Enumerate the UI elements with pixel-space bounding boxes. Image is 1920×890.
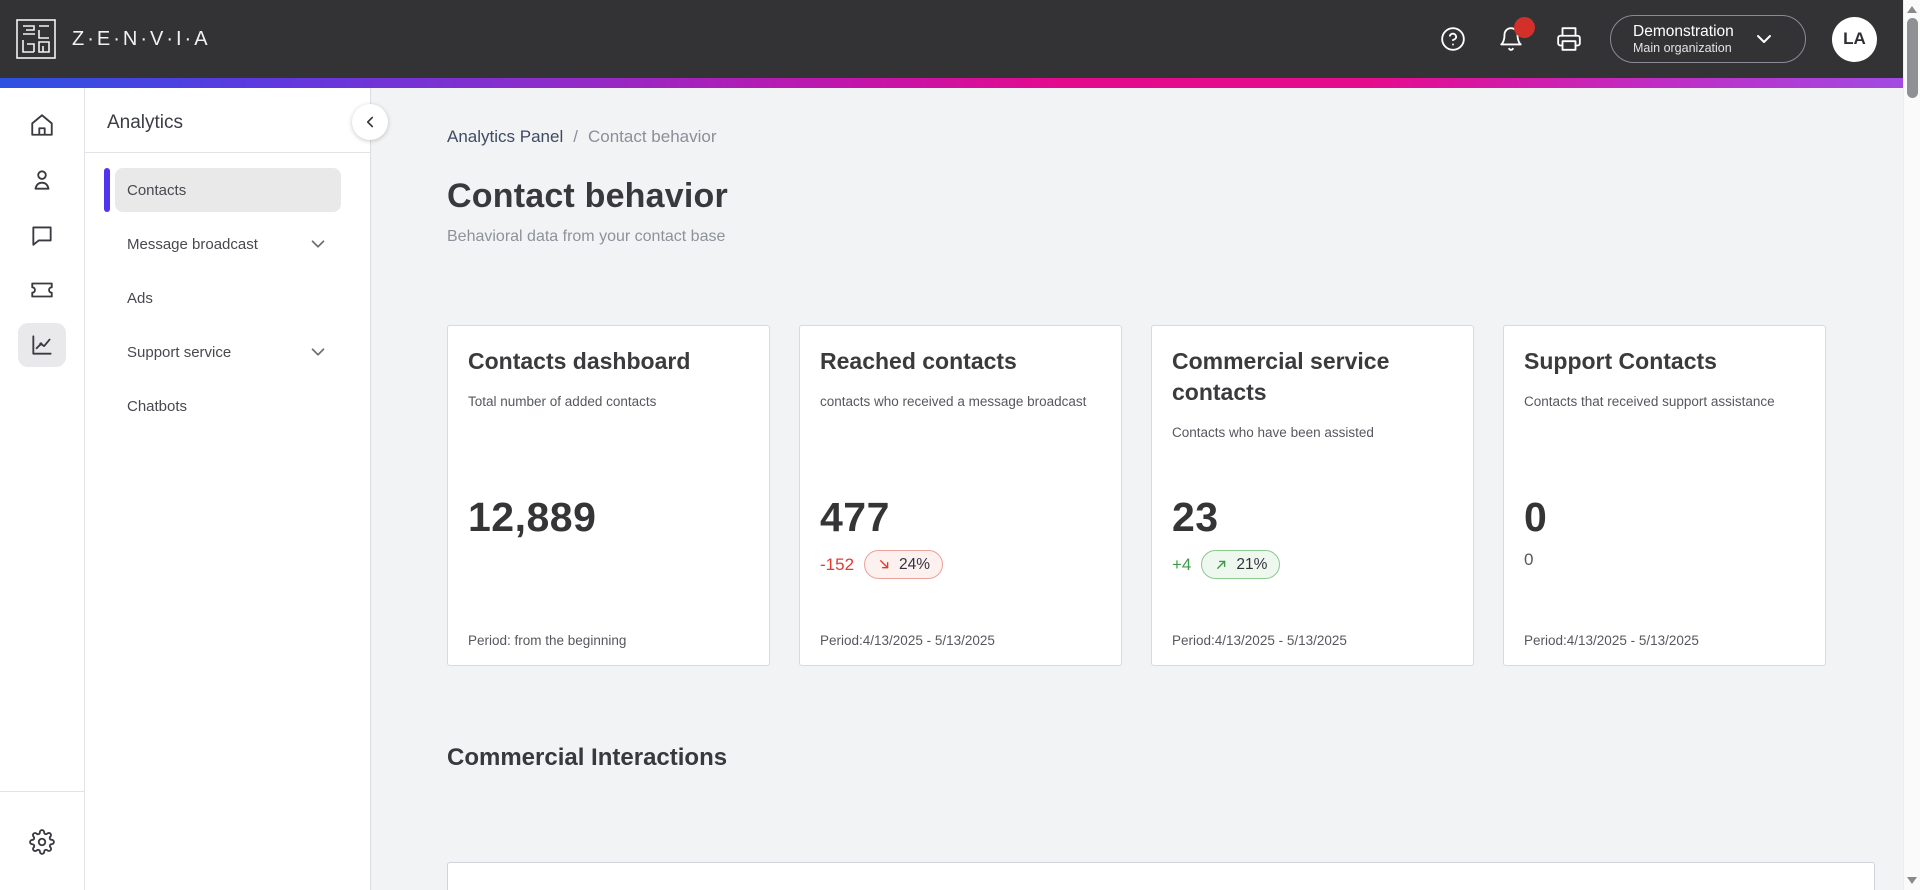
trend-up-icon	[1217, 560, 1226, 569]
card-value: 23	[1172, 494, 1219, 540]
print-button[interactable]	[1554, 24, 1584, 54]
menu-item-contacts[interactable]: Contacts	[104, 168, 341, 212]
card-period: Period:4/13/2025 - 5/13/2025	[1172, 633, 1347, 648]
menu-item-message-broadcast[interactable]: Message broadcast	[115, 222, 341, 266]
chevron-down-icon	[311, 348, 325, 356]
scrollbar-thumb[interactable]	[1907, 18, 1918, 98]
badge-percent: 21%	[1236, 555, 1268, 573]
breadcrumb: Analytics Panel / Contact behavior	[447, 127, 1903, 147]
bell-icon	[1500, 27, 1522, 51]
breadcrumb-analytics-panel[interactable]: Analytics Panel	[447, 127, 564, 146]
person-icon	[34, 170, 50, 190]
home-icon	[31, 114, 53, 136]
sidebar-item-home[interactable]	[18, 103, 66, 147]
breadcrumb-separator: /	[573, 127, 578, 146]
brand-name: Z·E·N·V·I·A	[72, 27, 211, 50]
top-bar: Z·E·N·V·I·A	[0, 0, 1903, 78]
chevron-down-icon	[1756, 35, 1771, 43]
card-reached-contacts: Reached contacts contacts who received a…	[799, 325, 1122, 666]
card-period: Period:4/13/2025 - 5/13/2025	[820, 633, 995, 648]
card-delta-row: 0	[1524, 550, 1533, 570]
vertical-scrollbar	[1903, 0, 1920, 890]
zenvia-logo-icon	[14, 17, 58, 61]
card-value: 477	[820, 494, 890, 540]
card-description: Contacts that received support assistanc…	[1524, 394, 1775, 409]
delta-value: +4	[1172, 554, 1192, 574]
rail-footer	[0, 791, 84, 890]
sidebar-item-contacts[interactable]	[18, 158, 66, 202]
app-body: Analytics Contacts Message broadcast	[0, 88, 1903, 890]
card-delta-row: -152 24%	[820, 550, 944, 579]
menu-item-support-service[interactable]: Support service	[115, 330, 341, 374]
card-period: Period:4/13/2025 - 5/13/2025	[1524, 633, 1699, 648]
menu-item-ads[interactable]: Ads	[115, 276, 341, 320]
breadcrumb-current: Contact behavior	[587, 127, 717, 146]
card-title: Contacts dashboard	[468, 348, 691, 374]
page-title: Contact behavior	[447, 177, 728, 215]
header-actions: Demonstration Main organization LA	[1410, 15, 1877, 63]
card-contacts-dashboard: Contacts dashboard Total number of added…	[447, 325, 770, 666]
card-value: 0	[1524, 494, 1548, 540]
card-title: Support Contacts	[1524, 348, 1717, 374]
card-description: contacts who received a message broadcas…	[820, 394, 1087, 409]
scrollbar-down-arrow[interactable]	[1907, 877, 1917, 884]
card-title: Commercial service contacts	[1172, 348, 1390, 405]
zenvia-logo[interactable]: Z·E·N·V·I·A	[14, 17, 211, 61]
settings-button[interactable]	[18, 820, 66, 864]
kpi-cards-row: Contacts dashboard Total number of added…	[447, 325, 1903, 666]
notifications-button[interactable]	[1496, 17, 1535, 54]
panel-title: Analytics	[107, 112, 184, 133]
sidebar-item-analytics[interactable]	[18, 323, 66, 367]
notification-dot	[1514, 17, 1535, 38]
panel-divider	[85, 152, 370, 153]
card-support-contacts: Support Contacts Contacts that received …	[1503, 325, 1826, 666]
analytics-panel: Analytics Contacts Message broadcast	[85, 88, 388, 890]
sidebar-item-tickets[interactable]	[18, 268, 66, 312]
delta-value: -152	[820, 554, 855, 574]
panel-menu: Contacts Message broadcast Ads Support s…	[85, 153, 370, 428]
organization-selector[interactable]: Demonstration Main organization	[1610, 15, 1806, 63]
gear-icon	[29, 829, 55, 855]
scrollbar-up-arrow[interactable]	[1907, 6, 1917, 13]
trend-down-icon	[880, 560, 889, 569]
card-description: Contacts who have been assisted	[1172, 425, 1374, 440]
chevron-left-icon	[366, 116, 374, 128]
printer-icon	[1557, 27, 1581, 51]
card-period: Period: from the beginning	[468, 633, 627, 648]
chevron-down-icon	[311, 240, 325, 248]
badge-percent: 24%	[899, 555, 931, 573]
help-icon	[1441, 27, 1465, 51]
trend-badge: 24%	[864, 550, 944, 579]
card-description: Total number of added contacts	[468, 394, 657, 409]
chat-icon	[32, 226, 52, 246]
ticket-icon	[31, 282, 53, 298]
collapse-panel-button[interactable]	[352, 104, 388, 140]
user-avatar[interactable]: LA	[1832, 16, 1877, 62]
brand-gradient-bar	[0, 78, 1903, 88]
delta-value: 0	[1524, 550, 1534, 569]
trend-badge: 21%	[1201, 550, 1281, 579]
sidebar-item-conversations[interactable]	[18, 213, 66, 257]
organization-name: Demonstration	[1633, 22, 1734, 40]
chart-line-icon	[32, 335, 52, 355]
commercial-interactions-card	[447, 862, 1875, 890]
card-title: Reached contacts	[820, 348, 1017, 374]
help-button[interactable]	[1438, 24, 1468, 54]
section-title-commercial-interactions: Commercial Interactions	[447, 744, 728, 771]
card-value: 12,889	[468, 494, 597, 540]
card-delta-row: +4 21%	[1172, 550, 1281, 579]
icon-rail	[0, 88, 85, 890]
main-content: Analytics Panel / Contact behavior Conta…	[371, 88, 1903, 890]
card-commercial-service-contacts: Commercial service contacts Contacts who…	[1151, 325, 1474, 666]
organization-subtitle: Main organization	[1633, 40, 1732, 55]
page-subtitle: Behavioral data from your contact base	[447, 228, 726, 245]
menu-item-chatbots[interactable]: Chatbots	[115, 384, 341, 428]
